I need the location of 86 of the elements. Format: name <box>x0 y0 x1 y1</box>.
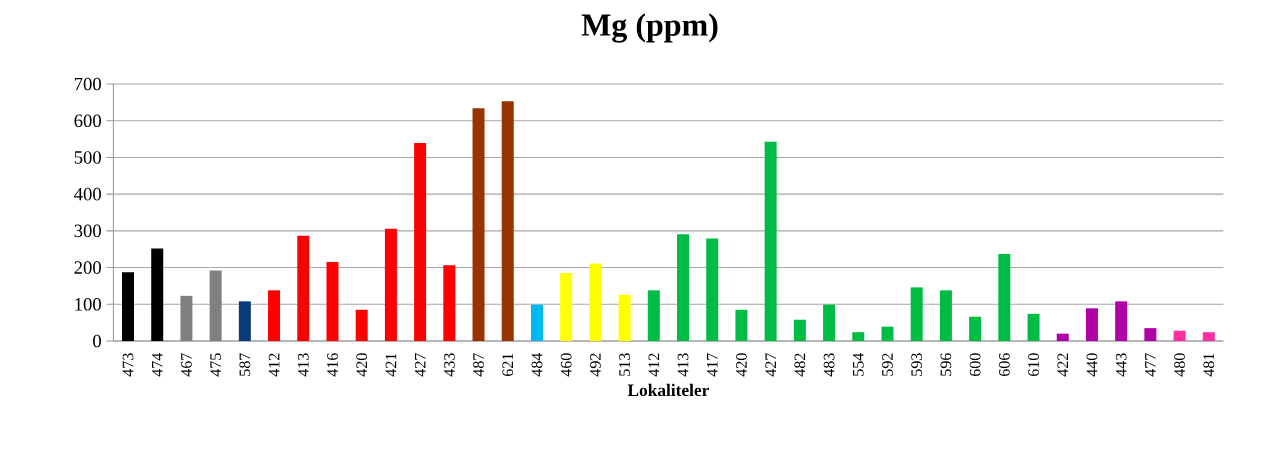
x-tick-label: 600 <box>969 353 981 377</box>
x-tick-label: 606 <box>998 353 1010 377</box>
x-tick-label: 417 <box>706 353 718 377</box>
x-tick-label: 420 <box>356 353 368 377</box>
x-axis-title: Lokaliteler <box>627 383 709 397</box>
y-tick-label: 600 <box>74 114 101 128</box>
bar <box>414 143 427 341</box>
bar <box>618 294 631 341</box>
bar <box>939 290 952 341</box>
x-tick-label: 480 <box>1174 353 1185 377</box>
bar <box>998 253 1011 341</box>
x-tick-label: 587 <box>239 353 251 376</box>
y-tick-label: 500 <box>74 151 101 164</box>
bar <box>589 263 602 341</box>
x-tick-label: 513 <box>619 353 630 376</box>
x-tick-label: 433 <box>443 353 455 377</box>
x-tick-label: 482 <box>794 353 806 377</box>
bar <box>297 235 310 341</box>
x-tick-label: 621 <box>502 353 514 377</box>
bar <box>530 304 543 341</box>
bar <box>326 262 339 341</box>
bar <box>677 234 690 341</box>
x-tick-label: 421 <box>385 353 397 377</box>
bar <box>1027 313 1040 341</box>
x-tick-label: 475 <box>210 353 221 377</box>
x-tick-label: 593 <box>911 353 923 376</box>
bar <box>706 238 719 341</box>
x-tick-label: 460 <box>560 353 572 377</box>
bar <box>268 290 281 341</box>
bar <box>647 290 660 341</box>
bar <box>443 265 456 341</box>
x-tick-label: 610 <box>1028 353 1039 377</box>
x-tick-label: 427 <box>414 353 426 377</box>
x-tick-label: 473 <box>122 353 134 377</box>
x-tick-label: 492 <box>589 353 601 377</box>
x-tick-label: 484 <box>531 352 543 377</box>
y-tick-label: 400 <box>74 187 101 201</box>
bar <box>1144 328 1157 341</box>
x-tick-label: 474 <box>151 352 163 377</box>
bar <box>1115 301 1128 341</box>
bar <box>735 309 748 341</box>
x-tick-label: 592 <box>882 353 893 376</box>
bar <box>910 287 923 341</box>
bar <box>472 108 485 341</box>
x-tick-label: 413 <box>297 353 309 377</box>
bar <box>1173 330 1186 341</box>
y-tick-label: 0 <box>93 334 101 348</box>
y-tick-label: 200 <box>74 261 101 274</box>
y-tick-label: 100 <box>75 297 101 311</box>
x-tick-label: 412 <box>268 353 280 377</box>
bar <box>1085 308 1098 341</box>
x-tick-label: 554 <box>852 352 864 376</box>
x-tick-label: 443 <box>1115 353 1127 377</box>
x-tick-label: 413 <box>677 353 689 377</box>
x-tick-label: 427 <box>765 353 776 377</box>
bar <box>852 332 865 341</box>
bar <box>151 248 164 341</box>
bar <box>560 273 573 341</box>
x-tick-label: 467 <box>181 353 192 377</box>
chart-title: Mg (ppm) <box>581 13 718 43</box>
x-tick-label: 596 <box>940 353 952 376</box>
x-tick-label: 440 <box>1086 353 1098 377</box>
bar <box>969 316 982 341</box>
bar <box>122 272 135 341</box>
x-tick-label: 487 <box>473 353 484 377</box>
bar <box>384 228 397 341</box>
x-tick-label: 481 <box>1203 353 1215 377</box>
bar <box>355 309 368 341</box>
bar <box>501 101 514 341</box>
bar <box>1202 332 1215 341</box>
x-tick-label: 412 <box>648 353 660 377</box>
y-tick-label: 300 <box>74 224 101 238</box>
x-tick-label: 422 <box>1057 353 1069 377</box>
x-tick-label: 477 <box>1145 353 1156 377</box>
x-tick-label: 483 <box>823 353 835 377</box>
x-tick-label: 420 <box>736 353 747 377</box>
bar <box>209 270 222 341</box>
bar <box>238 301 251 341</box>
bar <box>823 304 836 341</box>
x-tick-label: 416 <box>327 353 338 377</box>
bar <box>881 326 894 341</box>
bar <box>1056 333 1069 341</box>
bar <box>793 319 806 341</box>
bar <box>764 141 777 341</box>
bar <box>180 295 193 341</box>
y-tick-label: 700 <box>74 77 101 91</box>
